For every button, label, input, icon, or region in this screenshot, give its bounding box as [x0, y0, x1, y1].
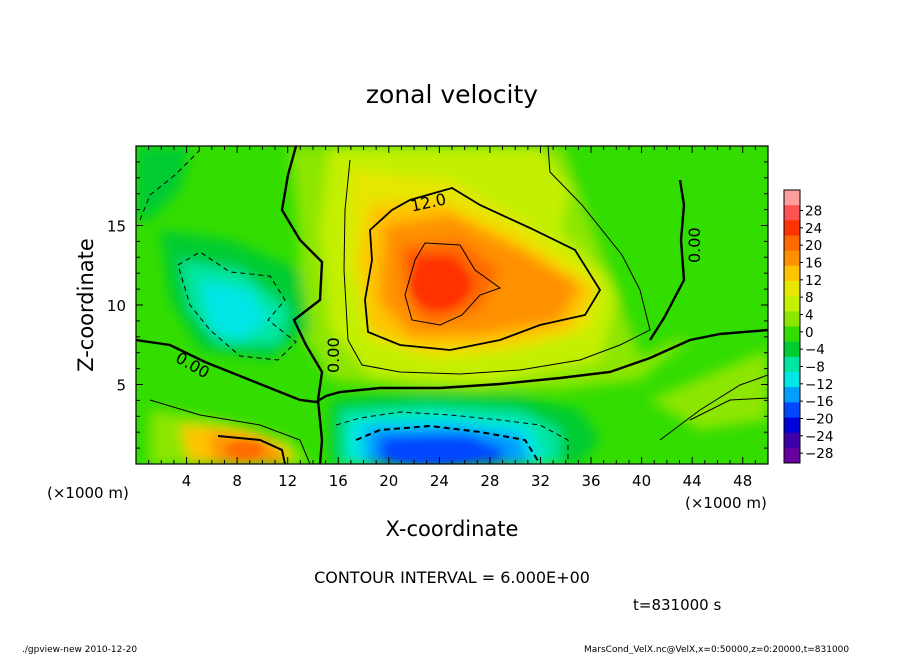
colorbar-label: 28 [805, 203, 822, 219]
colorbar-label: −8 [805, 359, 825, 375]
x-axis-ticks: 4 8 12 16 20 24 28 32 36 40 44 48 [148, 146, 756, 490]
chart-title: zonal velocity [366, 80, 538, 109]
x-tick-label: 20 [379, 472, 398, 490]
colorbar-label: 16 [805, 255, 822, 271]
colorbar-swatch [784, 311, 800, 327]
y-axis-ticks: 5 10 15 [107, 161, 768, 449]
colorbar-swatch [784, 205, 800, 221]
contour-label-zero-mid: 0.00 [324, 337, 343, 373]
colorbar-swatch [784, 220, 800, 236]
colorbar-label: 0 [805, 325, 814, 341]
footer-left: ./gpview-new 2010-12-20 [22, 645, 137, 654]
time-label: t=831000 s [633, 596, 721, 614]
colorbar-swatch [784, 341, 800, 358]
colorbar-swatch [784, 265, 800, 282]
x-tick-label: 32 [531, 472, 550, 490]
colorbar-label: 20 [805, 238, 822, 254]
contour-label-zero-right: 0.00 [685, 227, 704, 263]
colorbar-label: 4 [805, 307, 814, 323]
x-tick-label: 24 [430, 472, 449, 490]
colorbar-label: −4 [805, 342, 825, 358]
x-tick-label: 16 [329, 472, 348, 490]
colorbar-label: 8 [805, 290, 814, 306]
colorbar-swatch [784, 417, 800, 434]
colorbar-swatch [784, 250, 800, 267]
colorbar-label: −24 [805, 429, 834, 445]
colorbar-swatch [784, 190, 800, 206]
colorbar-swatch [784, 432, 800, 449]
colorbar-swatch [784, 356, 800, 373]
colorbar-label: −20 [805, 411, 834, 427]
footer-right: MarsCond_VelX.nc@VelX,x=0:50000,z=0:2000… [584, 645, 849, 654]
y-tick-label: 5 [116, 377, 126, 395]
x-tick-label: 8 [232, 472, 242, 490]
x-tick-label: 36 [581, 472, 600, 490]
x-tick-label: 28 [480, 472, 499, 490]
x-tick-label: 48 [733, 472, 752, 490]
colorbar-swatch [784, 372, 800, 388]
colorbar-label: 12 [805, 273, 822, 289]
x-axis-label: X-coordinate [386, 517, 519, 541]
colorbar-label: −16 [805, 394, 834, 410]
heatmap-field: 12.0 0.00 0.00 0.00 [136, 146, 768, 464]
colorbar-swatch [784, 402, 800, 418]
y-tick-label: 10 [107, 297, 126, 315]
colorbar-swatch [784, 326, 800, 343]
x-tick-label: 4 [182, 472, 192, 490]
colorbar-label: −12 [805, 377, 834, 393]
y-axis-label: Z-coordinate [74, 238, 98, 372]
colorbar-label: −28 [805, 446, 834, 462]
x-tick-label: 40 [632, 472, 651, 490]
colorbar-swatch [784, 296, 800, 312]
x-axis-unit-left: (×1000 m) [47, 484, 129, 502]
colorbar-frame [783, 189, 801, 464]
colorbar-label: 24 [805, 221, 822, 237]
colorbar-swatch [784, 387, 800, 403]
y-tick-label: 15 [107, 218, 126, 236]
contour-interval-text: CONTOUR INTERVAL = 6.000E+00 [314, 568, 590, 587]
colorbar-swatch [784, 235, 800, 252]
colorbar-swatch [784, 281, 800, 297]
x-axis-unit-right: (×1000 m) [685, 494, 767, 512]
x-tick-label: 44 [683, 472, 702, 490]
x-tick-label: 12 [278, 472, 297, 490]
colorbar-swatch [784, 447, 800, 464]
